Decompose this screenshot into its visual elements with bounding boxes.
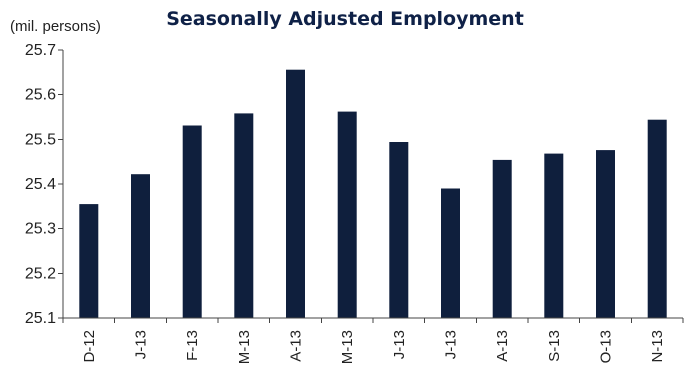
- x-tick-label: J-13: [443, 330, 460, 359]
- bar: [492, 159, 512, 318]
- x-tick-label: A-13: [494, 330, 511, 362]
- y-tick-label: 25.7: [25, 42, 56, 59]
- y-axis-unit-label: (mil. persons): [10, 18, 101, 35]
- x-tick-label: D-12: [81, 330, 98, 363]
- bar: [79, 204, 99, 318]
- x-axis: D-12 J-13 F-13 M-13 A-13 M-13 J-13 J-13 A-13 S-13…: [62, 317, 684, 364]
- bar: [647, 119, 667, 318]
- bar: [544, 153, 564, 318]
- bar: [182, 125, 202, 318]
- x-tick-label: A-13: [288, 330, 305, 362]
- chart-title: Seasonally Adjusted Employment: [166, 8, 524, 30]
- bars: [79, 69, 667, 319]
- y-axis: 25.1 25.2 25.3 25.4 25.5 25.6 25.7: [25, 42, 64, 327]
- y-tick-label: 25.4: [25, 176, 56, 193]
- bar: [389, 142, 409, 318]
- x-tick-label: J-13: [133, 330, 150, 359]
- y-tick-label: 25.3: [25, 221, 56, 238]
- x-tick-label: O-13: [598, 330, 615, 363]
- y-tick-label: 25.6: [25, 87, 56, 104]
- bar: [234, 113, 254, 319]
- bar: [441, 188, 460, 318]
- bar: [337, 111, 357, 318]
- x-tick-label: J-13: [391, 330, 408, 359]
- y-tick-label: 25.5: [25, 131, 56, 148]
- bar: [596, 150, 615, 318]
- y-tick-label: 25.1: [25, 310, 56, 327]
- x-tick-label: M-13: [339, 330, 356, 364]
- bar: [286, 69, 305, 318]
- x-tick-label: S-13: [546, 330, 563, 362]
- x-tick-label: N-13: [649, 330, 666, 363]
- bar: [131, 174, 150, 318]
- x-tick-label: M-13: [236, 330, 253, 364]
- y-tick-label: 25.2: [25, 265, 56, 282]
- x-tick-label: F-13: [184, 330, 201, 361]
